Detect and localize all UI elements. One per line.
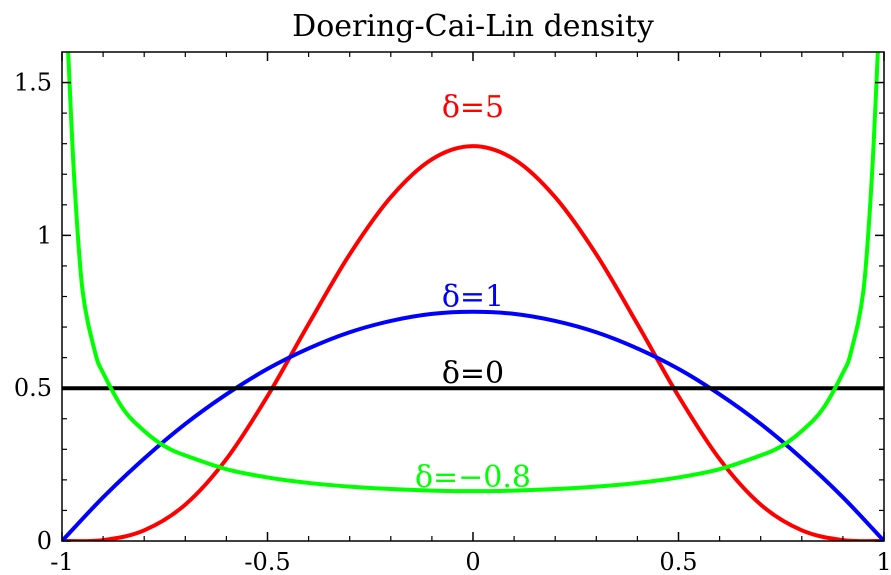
axes: -1 -0.5 0 0.5 1 0 0.5 1 1.5 <box>14 51 891 575</box>
series-annotation-0: δ=5 <box>442 90 504 125</box>
series-line-3 <box>66 52 880 494</box>
x-tick-label: -1 <box>50 548 73 575</box>
x-tick-label: 0 <box>465 548 480 575</box>
series-line-1 <box>62 309 884 541</box>
chart-title: Doering-Cai-Lin density <box>292 9 654 44</box>
y-tick-label: 0 <box>37 527 52 555</box>
y-tick-label: 1.5 <box>14 69 52 97</box>
x-tick-label: -0.5 <box>244 548 290 575</box>
series-layer <box>62 52 884 541</box>
series-annotation-3: δ=−0.8 <box>415 460 531 495</box>
y-tick-label: 1 <box>37 221 52 249</box>
x-tick-label: 1 <box>876 548 891 575</box>
series-annotation-2: δ=0 <box>442 356 504 391</box>
series-labels: δ=5 δ=1 δ=0 δ=−0.8 <box>415 90 531 495</box>
y-tick-label: 0.5 <box>14 374 52 402</box>
series-annotation-1: δ=1 <box>442 280 504 315</box>
x-tick-label: 0.5 <box>659 548 697 575</box>
series-line-0 <box>62 144 884 541</box>
